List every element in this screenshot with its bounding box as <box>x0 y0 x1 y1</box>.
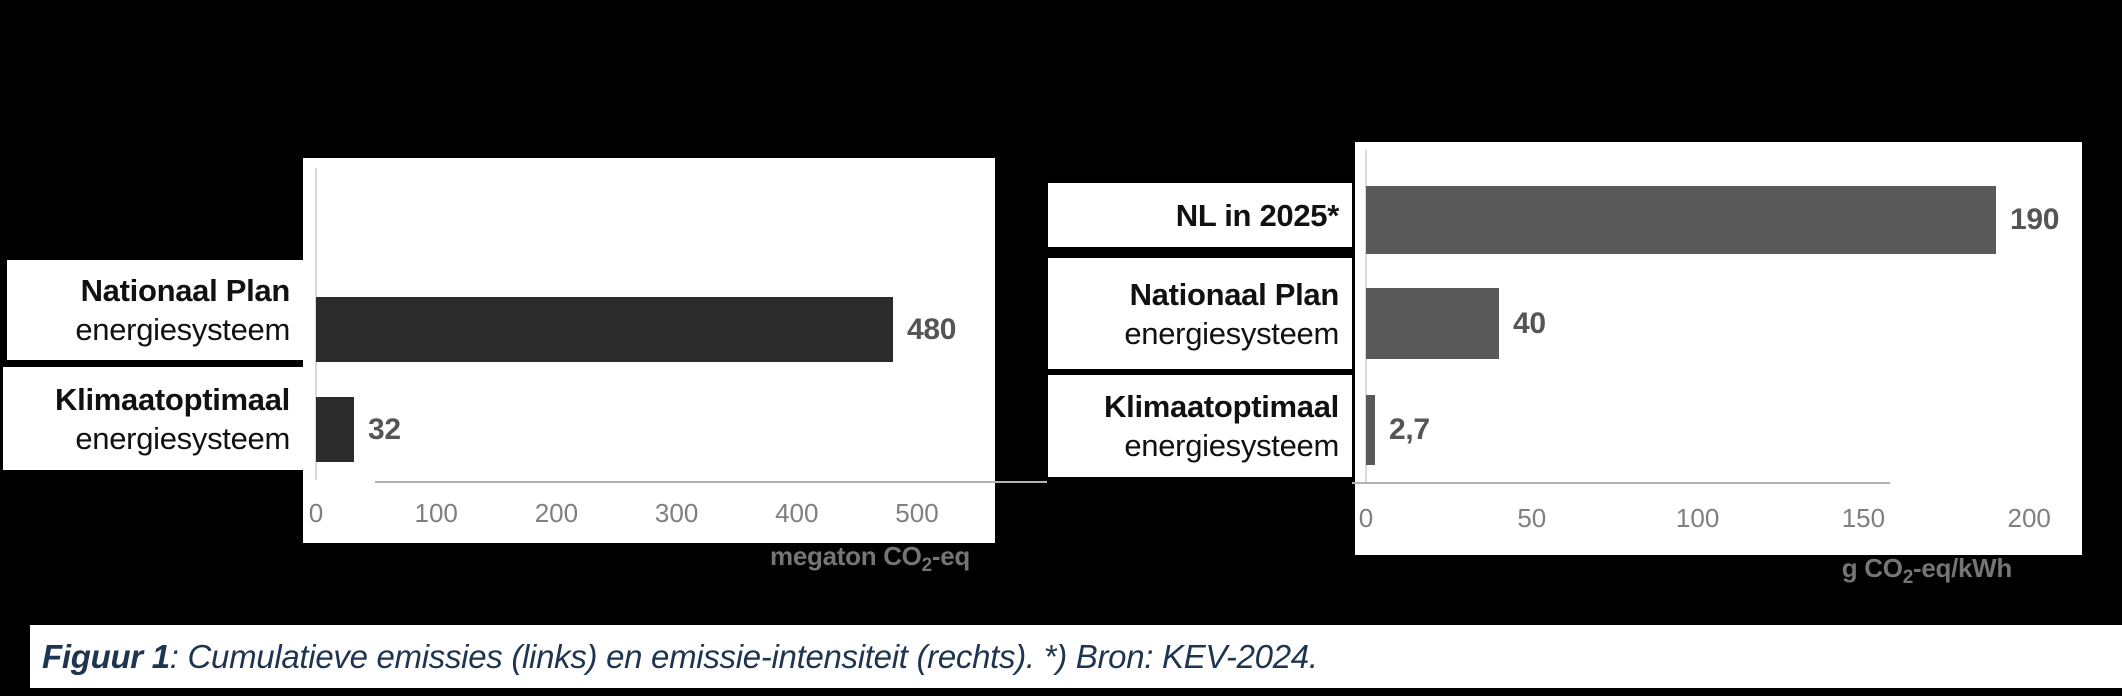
figure-caption-strip: Figuur 1: Cumulatieve emissies (links) e… <box>30 625 2122 688</box>
bar-row-nl-2025: 190 <box>1366 186 2059 254</box>
right-category-label-nl-2025: NL in 2025* <box>1048 183 1352 247</box>
left-category-label-klimaatoptimaal: Klimaatoptimaal energiesysteem <box>3 367 303 470</box>
x-tick: 0 <box>1358 503 1374 533</box>
category-label-line: Klimaatoptimaal <box>1104 389 1339 424</box>
left-x-axis-title: megaton CO2-eq <box>770 541 970 577</box>
axis-title-text: -eq <box>931 541 970 571</box>
category-label-line: energiesysteem <box>1124 315 1339 351</box>
bar-row-klimaatoptimaal: 32 <box>316 397 401 462</box>
category-label-line: Nationaal Plan <box>1129 276 1340 312</box>
value-label: 32 <box>368 412 401 446</box>
x-tick: 50 <box>1517 503 1547 533</box>
figure-caption-text: : Cumulatieve emissies (links) en emissi… <box>169 637 1318 675</box>
axis-title-text: g CO <box>1841 553 1903 583</box>
x-tick: 100 <box>414 498 458 528</box>
value-label: 480 <box>907 312 957 346</box>
left-category-label-nationaal-plan: Nationaal Plan energiesysteem <box>7 260 303 360</box>
left-x-axis-line <box>375 481 1047 483</box>
category-label-line: energiesysteem <box>1124 428 1339 463</box>
axis-title-subscript: 2 <box>1902 567 1914 589</box>
bar-row-nationaal-plan: 480 <box>316 297 956 362</box>
x-tick: 200 <box>534 498 579 528</box>
axis-title-text: -eq/kWh <box>1912 553 2012 583</box>
x-tick: 200 <box>2007 503 2051 533</box>
x-tick: 300 <box>654 498 699 528</box>
bar-row-klimaatoptimaal: 2,7 <box>1366 395 1430 465</box>
value-label: 190 <box>2010 203 2060 236</box>
right-category-label-klimaatoptimaal: Klimaatoptimaal energiesysteem <box>1048 375 1352 477</box>
axis-title-subscript: 2 <box>921 555 933 577</box>
x-tick: 100 <box>1675 503 1720 533</box>
bar-klimaatoptimaal <box>1366 395 1375 465</box>
figure-caption-label: Figuur 1 <box>42 637 170 675</box>
bar-nationaal-plan <box>1366 288 1499 359</box>
x-tick: 500 <box>895 498 939 528</box>
right-x-axis-line <box>1352 482 1890 484</box>
category-label-line: Nationaal Plan <box>80 273 291 308</box>
figure-caption: Figuur 1: Cumulatieve emissies (links) e… <box>42 638 1318 676</box>
category-label-line: energiesysteem <box>75 312 290 347</box>
bar-klimaatoptimaal <box>316 397 354 462</box>
bar-nl-2025 <box>1366 186 1996 254</box>
x-tick: 150 <box>1841 503 1886 533</box>
right-x-axis-title: g CO2-eq/kWh <box>1841 553 2013 589</box>
bar-nationaal-plan <box>316 297 893 362</box>
value-label: 40 <box>1513 306 1546 340</box>
category-label-line: Klimaatoptimaal <box>55 381 290 417</box>
axis-title-text: megaton CO <box>770 541 922 571</box>
x-tick: 0 <box>308 498 324 528</box>
category-label-line: energiesysteem <box>75 420 290 456</box>
bar-row-nationaal-plan: 40 <box>1366 288 1546 359</box>
right-category-label-nationaal-plan: Nationaal Plan energiesysteem <box>1048 258 1352 369</box>
category-label-line: NL in 2025* <box>1175 197 1340 233</box>
value-label: 2,7 <box>1389 413 1430 446</box>
x-tick: 400 <box>775 498 819 528</box>
